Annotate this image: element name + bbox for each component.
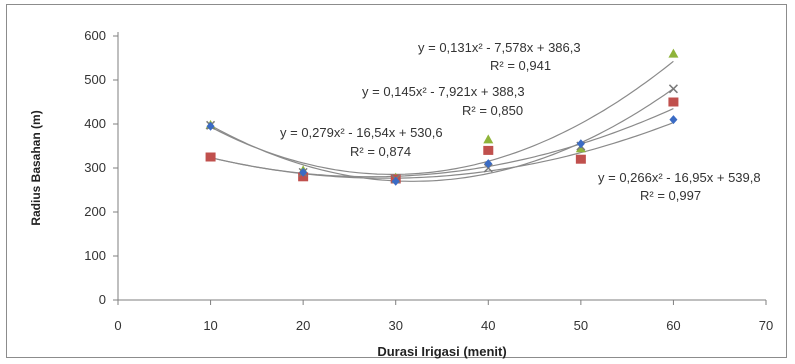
x-tick-label: 30 [388,318,402,333]
x-axis-title: Durasi Irigasi (menit) [377,344,506,359]
trendline-equation-1: y = 0,131x² - 7,578x + 386,3 [418,40,581,55]
trendline-equation-4: y = 0,266x² - 16,95x + 539,8 [598,170,761,185]
x-tick-label: 0 [114,318,121,333]
x-tick-label: 40 [481,318,495,333]
trendlines [210,60,674,182]
series-2-point [668,97,679,107]
series-1-point [668,48,679,58]
x-tick-label: 50 [574,318,588,333]
trendline-r2-4: R² = 0,997 [640,188,701,203]
y-tick-label: 0 [99,292,106,307]
trendline-2 [210,108,674,178]
trendline-3 [210,60,674,175]
x-tick-label: 10 [203,318,217,333]
y-tick-label: 100 [84,248,106,263]
y-tick-label: 300 [84,160,106,175]
y-tick-label: 600 [84,28,106,43]
trendline-equation-3: y = 0,279x² - 16,54x + 530,6 [280,125,443,140]
x-tick-label: 20 [296,318,310,333]
y-tick-label: 400 [84,116,106,131]
data-points [205,48,679,186]
series-3-point [668,84,678,94]
trendline-4 [210,88,674,182]
series-4-point [391,176,400,186]
series-2-point [205,152,216,162]
series-2-point [483,145,494,155]
series-2-point [575,154,586,164]
trendline-r2-3: R² = 0,874 [350,144,411,159]
trendline-r2-2: R² = 0,850 [462,103,523,118]
y-tick-label: 500 [84,72,106,87]
y-axis-title: Radius Basahan (m) [29,110,43,225]
axes: 0 100 200 300 400 500 600 0 10 20 30 40 50 60 70 [84,28,773,333]
series-4-point [669,115,678,125]
series-4-point [206,121,215,131]
series-1-point [483,134,494,144]
equation-labels: y = 0,131x² - 7,578x + 386,3 R² = 0,941 y … [280,40,761,203]
y-tick-label: 200 [84,204,106,219]
series-4-point [299,167,308,177]
trendline-r2-1: R² = 0,941 [490,58,551,73]
trendline-equation-2: y = 0,145x² - 7,921x + 388,3 [362,84,525,99]
x-tick-label: 60 [666,318,680,333]
x-tick-label: 70 [759,318,773,333]
series-4-point [576,139,585,149]
series-4-point [484,159,493,169]
